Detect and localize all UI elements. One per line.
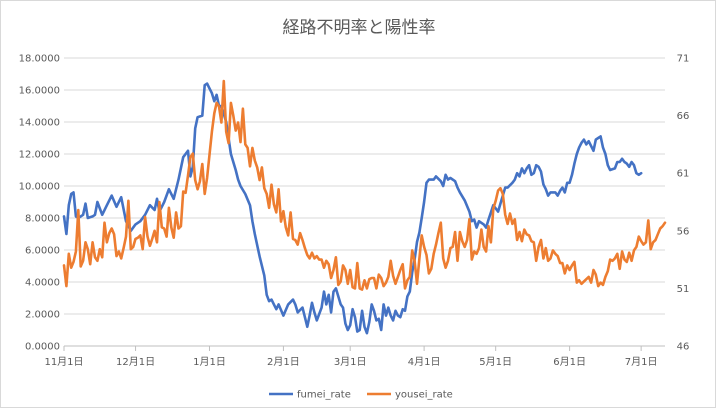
y-left-tick-label: 6.0000	[25, 246, 60, 257]
series-line-yousei-rate	[62, 79, 667, 291]
y-left-tick-label: 12.0000	[19, 150, 60, 161]
y-right-tick-label: 71	[677, 54, 690, 65]
y-left-tick-label: 0.0000	[25, 342, 60, 353]
y-left-tick-label: 10.0000	[19, 182, 60, 193]
series-line-fumei-rate	[62, 82, 643, 335]
x-tick-label: 7月1日	[625, 356, 658, 368]
y-left-tick-label: 16.0000	[19, 86, 60, 97]
x-tick-label: 11月1日	[44, 356, 83, 368]
y-right-tick-label: 66	[677, 111, 690, 122]
y-left-tick-label: 8.0000	[25, 214, 60, 225]
legend: fumei_rate yousei_rate	[269, 390, 453, 401]
x-tick-label: 3月1日	[334, 356, 367, 368]
series-lines	[62, 79, 667, 335]
x-tick-label: 4月1日	[408, 356, 441, 368]
x-tick-label: 12月1日	[116, 356, 155, 368]
y-right-tick-label: 56	[677, 226, 690, 237]
x-tick-label: 2月1日	[267, 356, 300, 368]
y-left-tick-label: 18.0000	[19, 54, 60, 65]
y-right-tick-label: 46	[677, 342, 690, 353]
x-tick-label: 5月1日	[479, 356, 512, 368]
x-tick-label: 6月1日	[553, 356, 586, 368]
legend-label: yousei_rate	[395, 390, 453, 401]
legend-label: fumei_rate	[297, 390, 351, 401]
chart-title: 経路不明率と陽性率	[283, 18, 436, 38]
axes: 0.0000 2.0000 4.0000 6.0000 8.0000 10.0000 12.…	[19, 54, 690, 369]
x-tick-label: 1月1日	[193, 356, 226, 368]
gridlines	[64, 57, 665, 347]
y-left-tick-label: 14.0000	[19, 118, 60, 129]
y-right-tick-label: 61	[677, 169, 690, 180]
y-right-tick-label: 51	[677, 284, 690, 295]
y-left-tick-label: 4.0000	[25, 278, 60, 289]
y-left-tick-label: 2.0000	[25, 310, 60, 321]
